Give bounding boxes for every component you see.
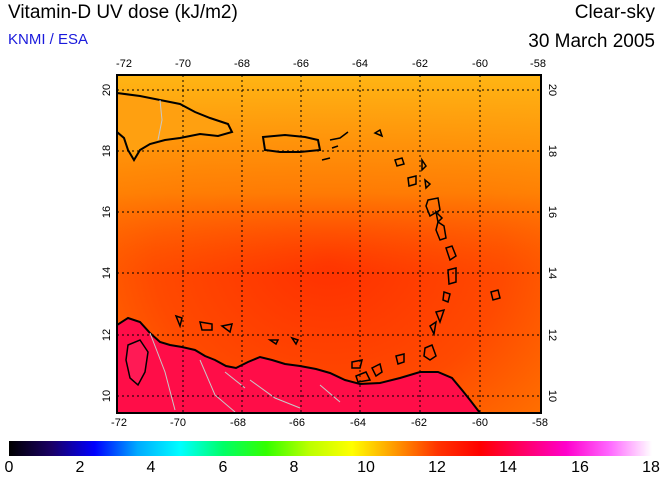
lat-tick-left: 20 [101, 84, 113, 96]
scale-label: 10 [357, 459, 375, 476]
lat-tick-right: 10 [546, 390, 558, 402]
lon-tick-bottom: -62 [411, 417, 427, 429]
lon-tick-bottom: -70 [170, 417, 186, 429]
lon-tick-top: -62 [412, 58, 428, 70]
scale-label: 18 [642, 459, 660, 476]
graticule [117, 75, 541, 413]
lon-tick-top: -58 [530, 58, 546, 70]
lon-ticks-top: -72 -70 -68 -66 -64 -62 -60 -58 [116, 58, 546, 70]
lon-tick-bottom: -66 [289, 417, 305, 429]
abc-islands [174, 314, 405, 383]
south-america-landmass [117, 318, 480, 413]
border-lines [149, 332, 341, 413]
puerto-rico-island [261, 133, 322, 153]
hispaniola-island [117, 91, 234, 162]
lat-tick-left: 16 [101, 206, 113, 218]
sky-condition: Clear-sky [574, 2, 655, 23]
lon-tick-bottom: -72 [111, 417, 127, 429]
lat-tick-left: 18 [101, 145, 113, 157]
scale-label: 4 [146, 459, 156, 476]
lon-tick-top: -66 [293, 58, 309, 70]
credit-label: KNMI / ESA [8, 31, 89, 48]
lon-ticks-bottom: -72 -70 -68 -66 -64 -62 -60 -58 [111, 417, 548, 429]
lat-tick-right: 14 [546, 267, 558, 279]
lat-tick-right: 20 [546, 84, 558, 96]
lat-tick-left: 14 [101, 267, 113, 279]
lat-tick-left: 10 [101, 390, 113, 402]
scale-label: 14 [499, 459, 517, 476]
lesser-antilles [373, 128, 501, 361]
scale-label: 2 [75, 459, 85, 476]
map-frame [116, 74, 542, 414]
lon-tick-bottom: -64 [350, 417, 366, 429]
lat-tick-left: 12 [101, 329, 113, 341]
uv-dose-map: -72 -70 -68 -66 -64 -62 -60 -58 -72 -70 … [101, 58, 558, 429]
date-label: 30 March 2005 [528, 31, 655, 52]
maracaibo-lake [125, 339, 149, 387]
lon-tick-bottom: -60 [472, 417, 488, 429]
scale-label: 0 [4, 459, 14, 476]
lat-ticks-left: 10 12 14 16 18 20 [101, 84, 113, 402]
scale-label: 12 [428, 459, 446, 476]
lon-tick-top: -64 [352, 58, 368, 70]
lat-tick-right: 18 [546, 145, 558, 157]
south-america-coastline [117, 316, 481, 413]
lon-tick-bottom: -58 [532, 417, 548, 429]
map-title: Vitamin-D UV dose (kJ/m2) [8, 2, 238, 23]
lon-tick-top: -70 [175, 58, 191, 70]
lon-tick-top: -68 [234, 58, 250, 70]
virgin-islands [321, 131, 349, 161]
lon-tick-top: -72 [116, 58, 132, 70]
lat-tick-right: 16 [546, 206, 558, 218]
lat-ticks-right: 10 12 14 16 18 20 [546, 84, 558, 402]
lon-tick-bottom: -68 [230, 417, 246, 429]
lat-tick-right: 12 [546, 329, 558, 341]
scale-label: 8 [289, 459, 299, 476]
scale-label: 16 [571, 459, 589, 476]
lon-tick-top: -60 [472, 58, 488, 70]
haiti-border [157, 99, 163, 141]
color-scale-bar [9, 441, 652, 456]
scale-label: 6 [218, 459, 228, 476]
